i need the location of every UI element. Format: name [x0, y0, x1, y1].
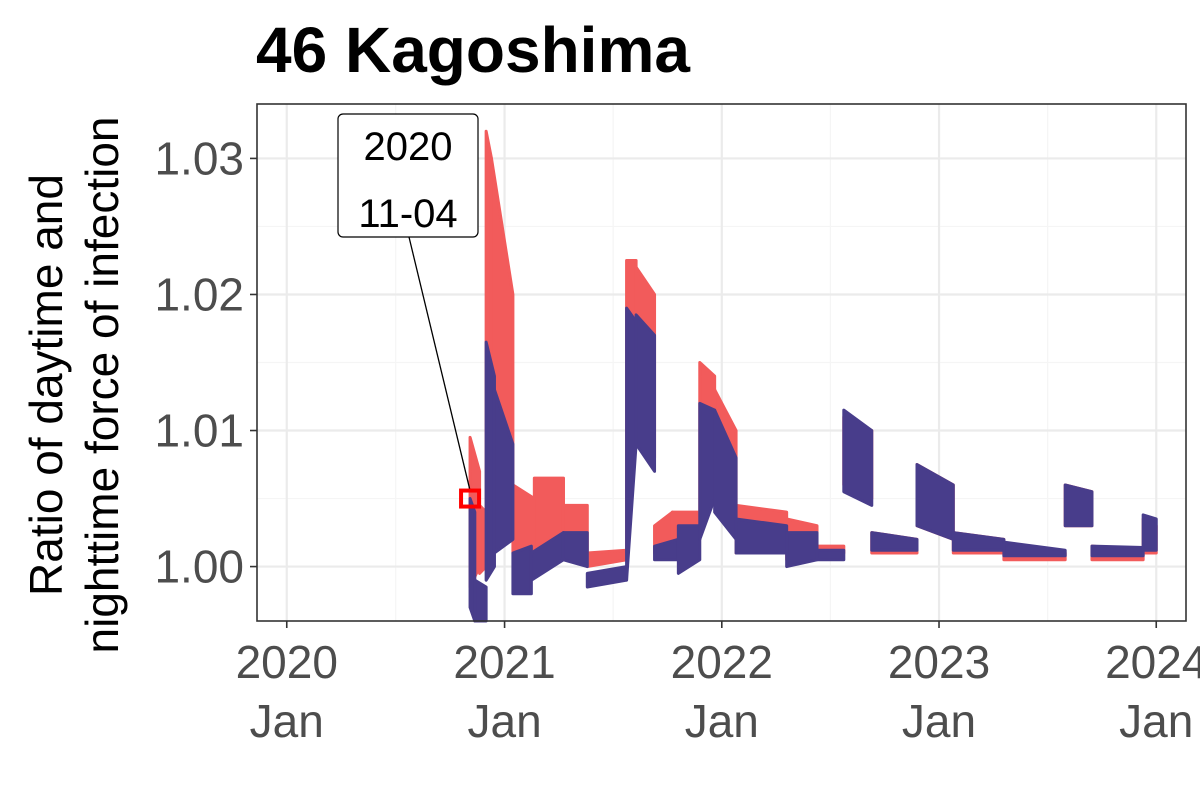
series-2-band — [484, 340, 496, 582]
series-2-band — [1002, 540, 1067, 558]
series-2-band — [870, 531, 919, 552]
y-tick-label: 1.00 — [154, 541, 244, 593]
x-tick-label-month: Jan — [250, 695, 324, 747]
series-2-band — [634, 313, 657, 473]
x-tick-label-month: Jan — [467, 695, 541, 747]
y-tick-label: 1.03 — [154, 132, 244, 184]
series-1-band — [511, 483, 536, 555]
y-tick-label: 1.01 — [154, 405, 244, 457]
y-axis: 1.00 1.01 1.02 1.03 — [154, 132, 257, 593]
x-tick-label-month: Jan — [1119, 695, 1193, 747]
x-tick-label-year: 2020 — [236, 636, 338, 688]
annotation-box — [337, 113, 479, 238]
x-tick-label-year: 2022 — [671, 636, 773, 688]
series-2-band — [734, 517, 789, 555]
y-axis-label-line-1: Ratio of daytime and — [20, 174, 72, 596]
series-2-band — [951, 531, 1006, 552]
series-2-band — [1063, 483, 1094, 528]
series-2-band — [561, 531, 589, 569]
x-tick-label-month: Jan — [685, 695, 759, 747]
series-2-band — [1090, 544, 1145, 558]
annotation-text-line-1: 2020 — [364, 125, 453, 169]
series-2-band — [473, 578, 488, 623]
annotation-text-line-2: 11-04 — [358, 192, 457, 236]
series-2-band — [1141, 513, 1158, 552]
series-2-band — [842, 408, 874, 507]
series-2-band — [492, 388, 515, 555]
series-layer — [468, 129, 1158, 623]
series-2-band — [815, 548, 846, 562]
y-tick-label: 1.02 — [154, 268, 244, 320]
series-2-band — [915, 463, 955, 541]
annotation: 2020 11-04 — [337, 113, 482, 509]
x-tick-label-year: 2024 — [1105, 636, 1200, 688]
x-tick-label-year: 2021 — [453, 636, 555, 688]
series-2-band — [713, 408, 738, 541]
y-axis-label-line-2: nighttime force of infection — [76, 117, 128, 654]
x-tick-label-month: Jan — [902, 695, 976, 747]
series-2-band — [785, 531, 819, 569]
x-tick-label-year: 2023 — [888, 636, 990, 688]
x-axis: 2020 Jan 2021 Jan 2022 Jan 2023 Jan 2024 Jan — [236, 621, 1200, 747]
annotation-leader-line — [408, 236, 471, 491]
series-2 — [468, 306, 1158, 623]
series-2-band — [511, 544, 533, 596]
chart-title: 46 Kagoshima — [256, 14, 690, 86]
annotation-marker — [459, 488, 482, 509]
